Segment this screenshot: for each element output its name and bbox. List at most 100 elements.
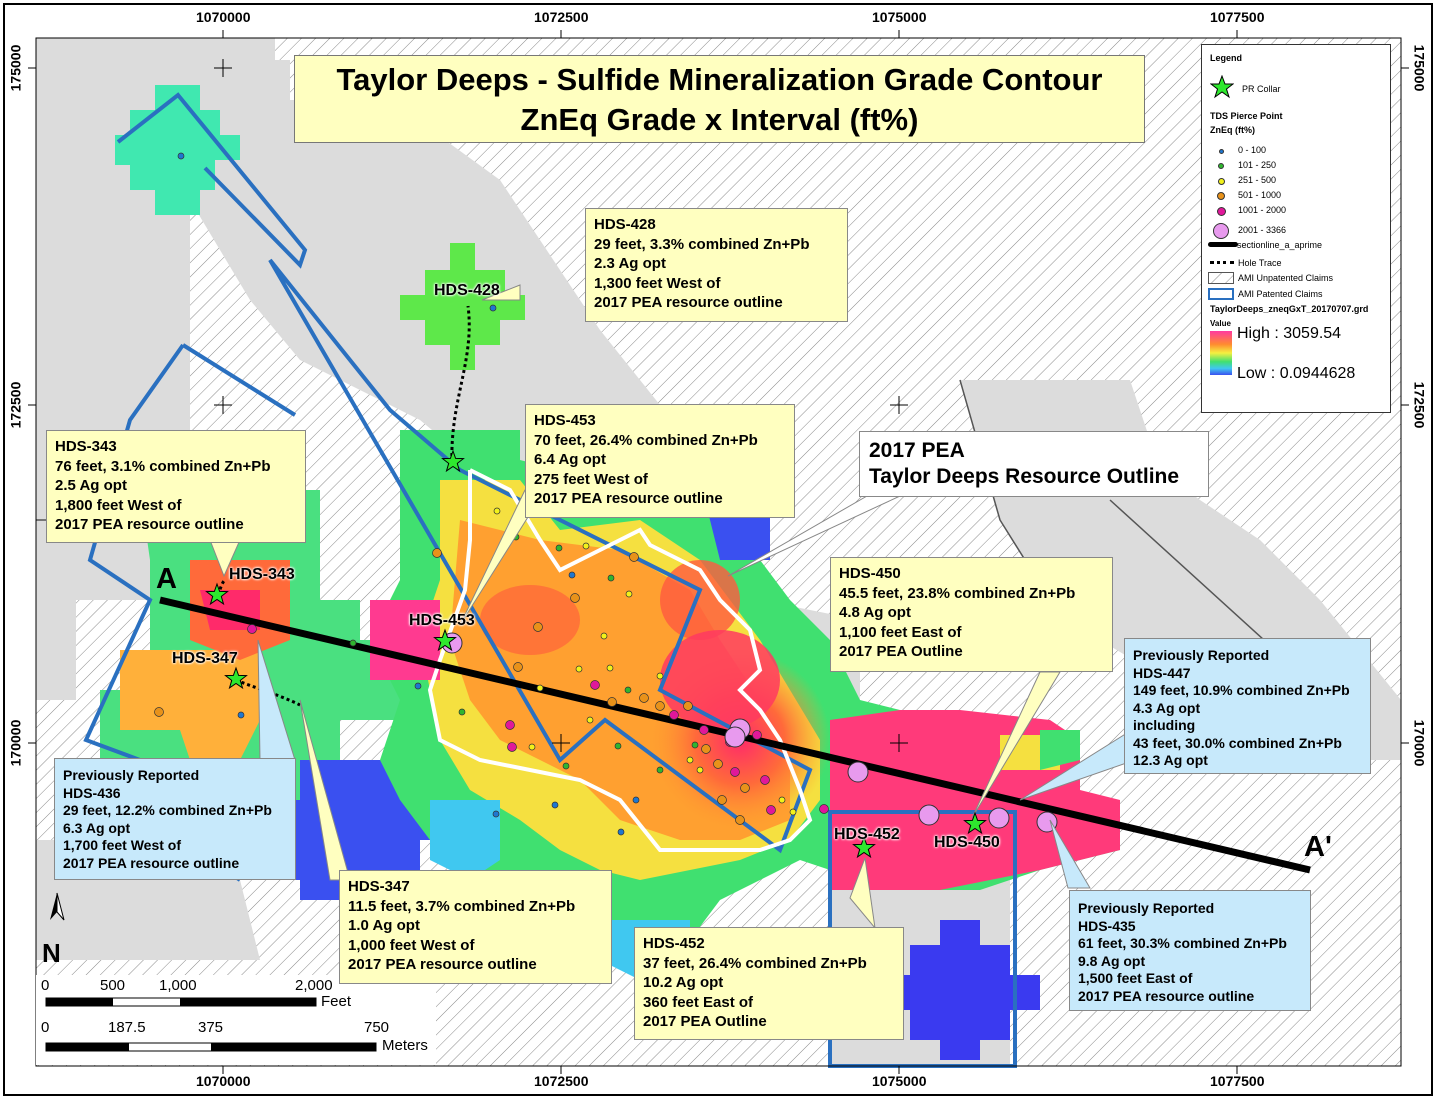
callout-line: 2017 PEA resource outline xyxy=(348,956,537,973)
title-line-2: ZnEq Grade x Interval (ft%) xyxy=(520,102,919,137)
pierce-point xyxy=(533,622,543,632)
legend-class-label: 101 - 250 xyxy=(1238,160,1277,170)
legend-collar: PR Collar xyxy=(1242,84,1281,94)
collar-star-icon xyxy=(852,835,876,859)
callout-line: 45.5 feet, 23.8% combined Zn+Pb xyxy=(839,584,1076,602)
pierce-point xyxy=(570,593,580,603)
y-tick-right-0: 175000 xyxy=(1411,44,1428,92)
pierce-point xyxy=(600,632,608,640)
callout-line: 2.3 Ag opt xyxy=(594,255,666,272)
hole-label-hds452: HDS-452 xyxy=(834,826,900,843)
callout-line: Previously Reported xyxy=(1078,900,1215,916)
grid-crosses xyxy=(214,59,908,752)
callout-line: 2.5 Ag opt xyxy=(55,477,127,494)
value-ramp xyxy=(1210,331,1232,375)
legend-high: High : 3059.54 xyxy=(1237,325,1342,342)
callout-line: 1,100 feet East of xyxy=(839,623,962,641)
callout-line: HDS-447 xyxy=(1133,664,1191,681)
callout-line: 4.3 Ag opt xyxy=(1133,699,1201,716)
pierce-point xyxy=(582,542,590,550)
callout-line: 1,300 feet West of xyxy=(594,274,721,292)
pierce-point xyxy=(735,815,745,825)
callout-line: 360 feet East of xyxy=(643,993,754,1011)
callout-line: 1,800 feet West of xyxy=(55,496,182,514)
collar-star-icon xyxy=(963,811,987,835)
pierce-point xyxy=(639,693,649,703)
pierce-point xyxy=(562,762,570,770)
pierce-point xyxy=(713,759,723,769)
pea-outline xyxy=(427,468,813,852)
pierce-points xyxy=(154,152,1058,836)
callout-line: 2017 PEA resource outline xyxy=(594,294,783,311)
pierce-point xyxy=(528,743,536,751)
callout-line: 2017 PEA resource outline xyxy=(534,490,723,507)
legend-grid-name: TaylorDeeps_zneqGxT_20170707.grd xyxy=(1210,304,1369,314)
legend-hole-trace: Hole Trace xyxy=(1238,258,1282,268)
hole-label-hds453: HDS-453 xyxy=(409,612,475,629)
pierce-point xyxy=(237,711,245,719)
callout-line: 1,700 feet West of xyxy=(63,837,182,853)
pierce-point xyxy=(606,664,614,672)
pierce-point xyxy=(154,707,164,717)
pierce-point xyxy=(766,805,776,815)
pea-line-2: Taylor Deeps Resource Outline xyxy=(869,465,1180,488)
pierce-point xyxy=(624,686,632,694)
legend-patented: AMI Patented Claims xyxy=(1238,289,1323,299)
scale-feet-2000: 2,000 xyxy=(295,977,333,994)
callout-hds450: HDS-450 45.5 feet, 23.8% combined Zn+Pb … xyxy=(830,557,1113,672)
callout-line: HDS-453 xyxy=(534,412,596,429)
north-label: N xyxy=(42,938,61,968)
pierce-point xyxy=(717,795,727,805)
pierce-point xyxy=(632,796,640,804)
pierce-point xyxy=(656,766,664,774)
callout-line: HDS-435 xyxy=(1078,917,1136,934)
legend-class-label: 1001 - 2000 xyxy=(1238,205,1287,215)
callout-line: 9.8 Ag opt xyxy=(1078,952,1146,969)
pierce-point xyxy=(493,507,501,515)
legend-pierce-title: TDS Pierce Point xyxy=(1210,111,1283,121)
callout-line: 2017 PEA resource outline xyxy=(63,854,240,871)
pea-outline-label: 2017 PEA Taylor Deeps Resource Outline xyxy=(859,431,1209,497)
legend-section-line: sectionline_a_aprime xyxy=(1237,240,1323,250)
unpatented-hatch-icon xyxy=(1208,272,1234,284)
callout-line: 2017 PEA resource outline xyxy=(1078,987,1255,1004)
pierce-point xyxy=(247,624,257,634)
collar-star-icon xyxy=(224,666,248,690)
pierce-point xyxy=(586,716,594,724)
patented-outline-icon xyxy=(1208,288,1234,300)
pierce-point xyxy=(489,304,497,312)
pierce-point xyxy=(414,682,422,690)
y-tick-left-0: 175000 xyxy=(7,44,24,92)
pierce-point-large xyxy=(847,761,869,783)
x-tick-bottom-1: 1072500 xyxy=(534,1073,589,1089)
scale-feet-1000: 1,000 xyxy=(159,977,197,994)
callout-line: 12.3 Ag opt xyxy=(1133,752,1208,768)
callout-line: 11.5 feet, 3.7% combined Zn+Pb xyxy=(348,897,576,915)
legend-class-swatch xyxy=(1218,148,1224,154)
x-tick-bottom-0: 1070000 xyxy=(196,1073,251,1089)
hole-trace-icon xyxy=(1210,261,1234,264)
section-end-label: A' xyxy=(1304,831,1332,863)
legend-class-swatch xyxy=(1213,223,1229,239)
scale-feet-unit: Feet xyxy=(321,993,352,1010)
legend-class-swatch xyxy=(1217,192,1225,200)
collar-stars xyxy=(205,449,987,859)
section-line-icon xyxy=(1208,242,1238,247)
callout-line: 76 feet, 3.1% combined Zn+Pb xyxy=(55,457,271,475)
pierce-point xyxy=(551,801,559,809)
callout-line: including xyxy=(1133,717,1196,733)
callout-hds447: Previously Reported HDS-447 149 feet, 10… xyxy=(1124,638,1371,774)
callout-line: 37 feet, 26.4% combined Zn+Pb xyxy=(643,954,867,972)
hole-label-hds347: HDS-347 xyxy=(172,650,238,667)
pierce-point xyxy=(492,810,500,818)
legend-unpatented: AMI Unpatented Claims xyxy=(1238,273,1334,283)
pierce-point xyxy=(655,701,665,711)
legend-class-label: 251 - 500 xyxy=(1238,175,1277,185)
pierce-point xyxy=(349,639,357,647)
pierce-point xyxy=(752,730,762,740)
pierce-point xyxy=(432,548,442,558)
pierce-point xyxy=(778,796,786,804)
callout-line: HDS-452 xyxy=(643,935,705,952)
hole-label-hds428: HDS-428 xyxy=(434,282,500,299)
x-tick-top-3: 1077500 xyxy=(1210,9,1265,25)
